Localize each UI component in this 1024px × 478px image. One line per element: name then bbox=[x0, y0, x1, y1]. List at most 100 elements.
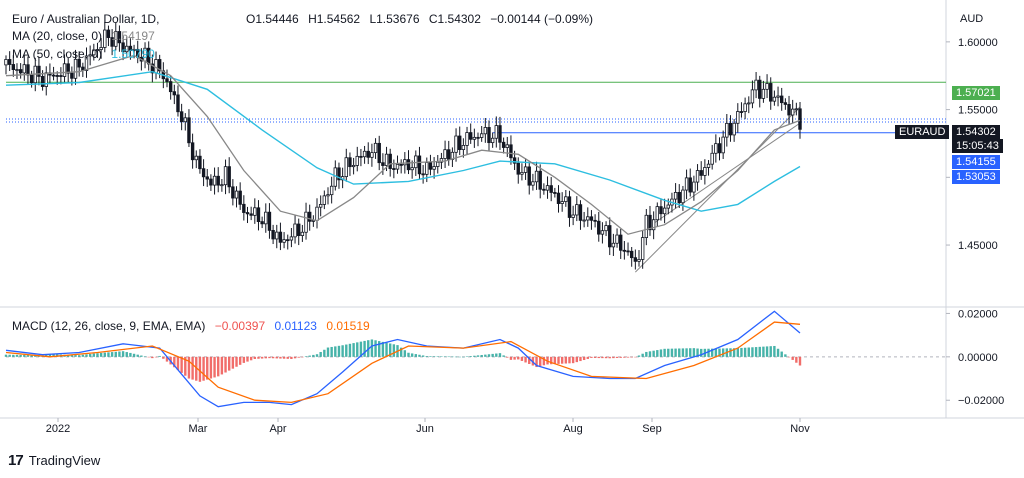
macd-histogram-bar bbox=[297, 356, 300, 358]
macd-histogram-bar bbox=[4, 354, 8, 357]
candle-body bbox=[556, 192, 561, 204]
candle-body bbox=[165, 78, 169, 82]
candle-body bbox=[465, 132, 469, 146]
candle-body bbox=[458, 135, 462, 150]
candle-body bbox=[736, 111, 740, 124]
candle-body bbox=[571, 214, 575, 218]
candle-body bbox=[578, 204, 583, 221]
macd-histogram-bar bbox=[784, 354, 787, 357]
macd-histogram-bar bbox=[626, 356, 630, 358]
macd-histogram-bar bbox=[34, 355, 37, 357]
macd-histogram-bar bbox=[795, 356, 798, 363]
candle-body bbox=[106, 29, 111, 38]
macd-histogram-bar bbox=[378, 341, 381, 357]
candle-body bbox=[417, 155, 422, 175]
symbol-legend: Euro / Australian Dollar, 1D, bbox=[12, 12, 165, 27]
macd-histogram-bar bbox=[345, 344, 348, 357]
macd-histogram-bar bbox=[630, 356, 633, 358]
macd-histogram-bar bbox=[491, 353, 494, 357]
macd-histogram-bar bbox=[432, 356, 436, 357]
macd-histogram-bar bbox=[140, 355, 143, 357]
candle-body bbox=[77, 58, 81, 68]
macd-tick-label: 0.02000 bbox=[958, 308, 998, 320]
candle-body bbox=[769, 83, 773, 102]
macd-histogram-bar bbox=[403, 350, 407, 357]
macd-histogram-bar bbox=[765, 346, 769, 357]
macd-histogram-bar bbox=[381, 341, 385, 357]
macd-histogram-bar bbox=[224, 356, 227, 373]
candle-body bbox=[103, 29, 107, 48]
candle-body bbox=[604, 225, 608, 232]
candle-body bbox=[128, 45, 133, 51]
macd-histogram-bar bbox=[15, 354, 19, 357]
candle-body bbox=[651, 219, 656, 231]
candle-body bbox=[132, 48, 136, 51]
candle-body bbox=[403, 159, 407, 166]
candle-body bbox=[110, 37, 114, 47]
macd-histogram-bar bbox=[147, 356, 150, 358]
candle-body bbox=[172, 91, 177, 96]
change-value: −0.00144 (−0.09%) bbox=[490, 12, 593, 26]
candle-body bbox=[461, 145, 466, 150]
macd-histogram-bar bbox=[656, 350, 659, 357]
candle-body bbox=[307, 211, 312, 222]
candle-body bbox=[362, 150, 367, 158]
macd-histogram-bar bbox=[173, 356, 176, 368]
candle-body bbox=[655, 206, 659, 221]
candle-body bbox=[278, 231, 283, 243]
candle-body bbox=[758, 79, 762, 99]
candle-body bbox=[121, 42, 125, 53]
countdown-tag: 15:05:43 bbox=[952, 139, 1003, 153]
macd-histogram-bar bbox=[326, 347, 330, 357]
macd-histogram-bar bbox=[535, 356, 538, 368]
macd-histogram-bar bbox=[176, 356, 180, 371]
candle-body bbox=[721, 136, 725, 154]
macd-histogram-bar bbox=[601, 356, 604, 359]
candle-body bbox=[318, 204, 323, 208]
candle-body bbox=[410, 167, 414, 171]
macd-histogram-bar bbox=[571, 356, 575, 364]
macd-histogram-bar bbox=[590, 356, 593, 358]
time-tick-label: 2022 bbox=[46, 423, 70, 435]
macd-histogram-bar bbox=[740, 347, 743, 357]
macd-histogram-bar bbox=[414, 354, 418, 357]
macd-histogram-bar bbox=[158, 355, 161, 357]
candle-body bbox=[289, 236, 294, 241]
ohlc-legend: O1.54446 H1.54562 L1.53676 C1.54302 −0.0… bbox=[246, 12, 599, 27]
time-tick-label: Mar bbox=[189, 423, 208, 435]
macd-label: MACD (12, 26, close, 9, EMA, EMA) bbox=[12, 319, 206, 333]
macd-histogram-bar bbox=[118, 351, 121, 357]
macd-histogram-bar bbox=[8, 354, 11, 357]
candle-body bbox=[242, 203, 246, 213]
macd-histogram-bar bbox=[462, 356, 465, 358]
candle-body bbox=[688, 177, 692, 193]
candle-body bbox=[600, 230, 605, 235]
candle-body bbox=[304, 211, 308, 233]
macd-histogram-bar bbox=[743, 347, 747, 357]
candle-body bbox=[692, 181, 696, 193]
candle-body bbox=[681, 189, 685, 204]
macd-histogram-bar bbox=[253, 356, 257, 359]
macd-histogram-bar bbox=[604, 356, 608, 359]
candle-body bbox=[717, 143, 722, 154]
macd-histogram-bar bbox=[732, 348, 736, 357]
macd-histogram-bar bbox=[582, 356, 586, 361]
macd-histogram-bar bbox=[458, 356, 461, 358]
macd-signal-value: 0.01519 bbox=[326, 319, 370, 333]
macd-histogram-bar bbox=[114, 351, 117, 357]
tradingview-brand[interactable]: 17 TradingView bbox=[8, 452, 100, 469]
candle-body bbox=[44, 72, 48, 87]
candle-body bbox=[512, 157, 517, 164]
macd-histogram-bar bbox=[227, 356, 231, 371]
macd-histogram-bar bbox=[597, 356, 600, 359]
time-tick-label: Aug bbox=[563, 423, 583, 435]
candle-body bbox=[300, 231, 305, 236]
price-tick-label: 1.60000 bbox=[958, 37, 998, 49]
macd-histogram-bar bbox=[586, 356, 589, 359]
candle-body bbox=[260, 221, 264, 225]
candle-body bbox=[436, 161, 440, 167]
macd-histogram-bar bbox=[231, 356, 235, 369]
ma50-value: 1.50790 bbox=[111, 47, 155, 61]
candle-body bbox=[366, 150, 370, 158]
